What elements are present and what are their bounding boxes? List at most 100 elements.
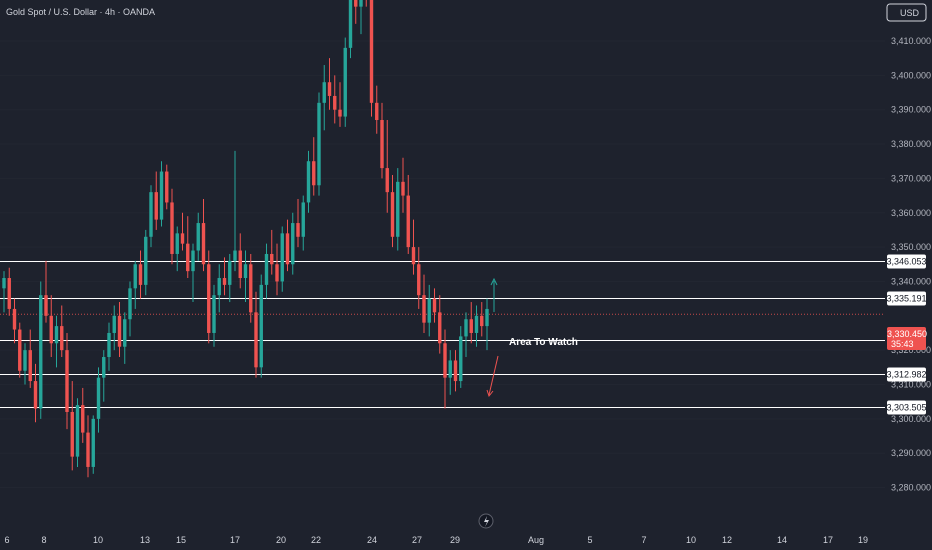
price-tick-label: 3,350.000: [891, 242, 931, 252]
candle: [301, 195, 305, 251]
candle-body: [380, 120, 384, 169]
candle: [212, 284, 216, 347]
candle-body: [128, 288, 132, 320]
date-tick-label: 15: [176, 535, 186, 545]
candle-body: [417, 264, 421, 296]
candle: [285, 219, 290, 272]
annotation-area-to-watch[interactable]: Area To Watch: [509, 337, 578, 348]
currency-button-box[interactable]: [886, 3, 927, 22]
date-tick-label: 17: [230, 535, 240, 545]
candle: [123, 312, 127, 364]
candle-body: [238, 250, 242, 279]
candle-body: [165, 171, 169, 203]
date-tick-label: 6: [4, 535, 9, 545]
candle-body: [70, 411, 74, 457]
candle-body: [280, 233, 284, 282]
candle-body: [123, 319, 127, 347]
candles: [2, 0, 489, 478]
price-tag-box: [887, 327, 926, 350]
candle: [359, 0, 363, 35]
candle: [186, 216, 190, 279]
price-axis-bg: [885, 0, 932, 550]
candle-body: [333, 95, 337, 110]
price-tag-countdown: 35:43: [891, 339, 914, 349]
price-tick-label: 3,390.000: [891, 105, 931, 115]
candle-body: [96, 377, 101, 419]
price-tick-label: 3,340.000: [891, 276, 931, 286]
level-price-box: [887, 367, 926, 382]
candle-body: [65, 350, 69, 412]
candle: [422, 274, 426, 333]
candle: [28, 329, 32, 388]
candle: [102, 350, 106, 402]
candle: [474, 305, 479, 347]
candle: [343, 37, 347, 127]
price-tick-label: 3,310.000: [891, 380, 931, 390]
candle: [348, 0, 353, 59]
candle-body: [306, 161, 311, 203]
candle: [264, 243, 269, 299]
currency-button[interactable]: USD: [886, 3, 927, 22]
candle: [144, 229, 148, 296]
candle: [117, 302, 122, 358]
candle-body: [138, 264, 143, 285]
candle: [207, 250, 211, 344]
candle: [149, 185, 153, 248]
currency-button-label[interactable]: USD: [900, 8, 920, 18]
candle-body: [259, 284, 263, 368]
horizontal-levels: [0, 261, 885, 408]
candle: [322, 65, 326, 131]
candle-body: [285, 233, 290, 265]
date-tick-label: 27: [412, 535, 422, 545]
candle: [60, 305, 64, 358]
candle: [228, 253, 232, 303]
candle-body: [107, 332, 111, 358]
candle-body: [201, 223, 206, 265]
price-axis[interactable]: 3,410.000 3,400.000 3,390.000 3,380.000 3,37…: [885, 0, 932, 550]
price-tick-label: 3,410.000: [891, 36, 931, 46]
flash-icon[interactable]: [478, 513, 494, 529]
candle: [81, 387, 85, 443]
candle: [369, 0, 374, 117]
candle-body: [154, 192, 158, 220]
candle: [23, 343, 27, 385]
candle: [175, 226, 179, 272]
candle-body: [222, 278, 227, 285]
candle: [385, 120, 389, 213]
candle-body: [133, 264, 137, 289]
level-price-box: [887, 254, 926, 269]
candle: [112, 305, 116, 351]
candle: [154, 171, 158, 230]
date-tick-label: Aug: [528, 535, 544, 545]
candle-body: [54, 326, 59, 344]
candle: [18, 322, 22, 378]
candle: [485, 298, 489, 351]
candle: [375, 85, 379, 134]
time-axis[interactable]: 6 8 10 13 15 17 20 22 24 27 29 Aug 5 7 10 12 14 17 19: [4, 535, 868, 545]
candle: [54, 315, 59, 368]
projection-arrow-down-head: [486, 389, 494, 398]
candle: [448, 350, 452, 395]
level-price-label: 3,312.982: [886, 370, 926, 380]
candle-body: [149, 192, 153, 237]
candle: [469, 302, 473, 344]
candle: [86, 415, 90, 478]
projection-arrow-down[interactable]: [488, 355, 499, 396]
candle-body: [291, 223, 295, 265]
price-tag: 3,330.450 35:43: [887, 327, 927, 350]
candle-body: [23, 350, 27, 371]
symbol-title[interactable]: Gold Spot / U.S. Dollar · 4h · OANDA: [6, 7, 155, 17]
candle: [459, 326, 463, 388]
flash-icon-bolt: [484, 516, 489, 527]
candle-body: [196, 223, 200, 251]
candle: [296, 199, 300, 248]
candle: [180, 212, 185, 251]
candle-body: [312, 161, 316, 186]
date-tick-label: 12: [722, 535, 732, 545]
candle-body: [411, 247, 416, 265]
candle: [138, 250, 143, 299]
candle: [44, 260, 48, 323]
candle: [96, 367, 101, 433]
